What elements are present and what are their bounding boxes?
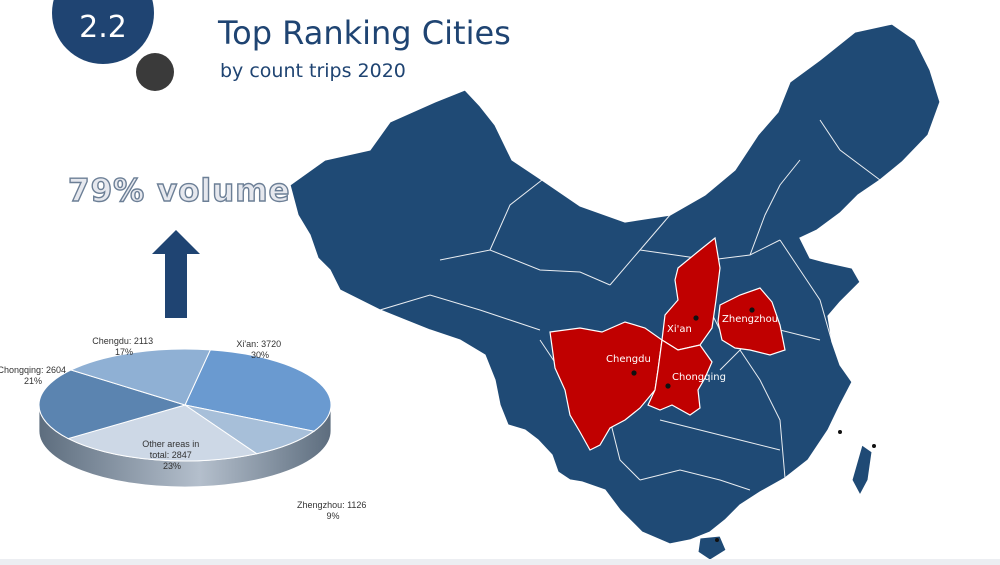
pie-label-other-line1: Other areas in — [142, 439, 199, 449]
hainan — [697, 535, 727, 560]
city-label-chengdu: Chengdu — [606, 354, 651, 365]
page-title: Top Ranking Cities — [218, 14, 511, 52]
china-map: Xi'an Zhengzhou Chengdu Chongqing — [289, 23, 941, 560]
region-chongqing — [647, 338, 713, 416]
pie-label-chengdu-percent: 17% — [115, 347, 133, 357]
city-label-chongqing: Chongqing — [672, 372, 726, 383]
section-number: 2.2 — [79, 10, 127, 45]
pie-slice-zhengzhou — [184, 404, 316, 455]
region-chengdu — [549, 321, 663, 451]
city-dot-taiwan — [872, 444, 876, 448]
city-dot-chengdu — [631, 370, 637, 376]
city-dot-hainan — [715, 538, 719, 542]
volume-callout: 79% volume — [67, 172, 291, 209]
pie-slice-chongqing — [38, 369, 187, 440]
city-label-xian: Xi'an — [667, 324, 692, 335]
decorative-dot — [136, 53, 174, 91]
pie-label-xian-percent: 30% — [251, 350, 269, 360]
region-zhengzhou — [717, 287, 786, 356]
pie-label-chongqing-name: Chongqing: 2604 — [0, 365, 66, 375]
pie-slice-xi-an — [184, 349, 332, 432]
up-arrow-icon — [152, 230, 200, 318]
pie-label-xian: Xi'an: 3720 30% — [236, 339, 283, 360]
pie-slices — [38, 348, 332, 462]
pie-label-other-percent: 23% — [163, 461, 181, 471]
pie-label-xian-name: Xi'an: 3720 — [236, 339, 281, 349]
pie-label-zhengzhou-name: Zhengzhou: 1126 — [297, 500, 366, 510]
pie-label-zhengzhou-percent: 9% — [326, 511, 339, 521]
city-dots — [631, 307, 876, 542]
pie-slice-chengdu — [69, 348, 212, 406]
pie-labels: Xi'an: 3720 30% Zhengzhou: 1126 9% Other… — [0, 336, 369, 521]
slide-footer-bar — [0, 559, 1000, 565]
city-dot-east-1 — [838, 430, 842, 434]
page-subtitle: by count trips 2020 — [220, 60, 406, 82]
taiwan — [851, 444, 873, 497]
pie-label-chengdu: Chengdu: 2113 17% — [92, 336, 155, 357]
highlighted-regions — [549, 236, 786, 451]
city-labels: Xi'an Zhengzhou Chengdu Chongqing — [606, 314, 778, 383]
city-dot-chongqing — [665, 383, 671, 389]
pie-label-chongqing: Chongqing: 2604 21% — [0, 365, 69, 386]
city-dot-xian — [693, 315, 699, 321]
map-landmass — [289, 23, 941, 545]
pie-label-other: Other areas in total: 2847 23% — [142, 439, 202, 471]
pie-label-zhengzhou: Zhengzhou: 1126 9% — [297, 500, 369, 521]
pie-chart: Xi'an: 3720 30% Zhengzhou: 1126 9% Other… — [0, 336, 369, 521]
city-label-zhengzhou: Zhengzhou — [722, 314, 778, 325]
pie-label-chengdu-name: Chengdu: 2113 — [92, 336, 153, 346]
pie-label-chongqing-percent: 21% — [24, 376, 42, 386]
pie-slice-other-areas-in-total — [66, 404, 258, 462]
city-dot-zhengzhou — [749, 307, 755, 313]
section-badge: 2.2 — [52, 0, 154, 64]
pie-label-other-line2: total: 2847 — [150, 450, 192, 460]
